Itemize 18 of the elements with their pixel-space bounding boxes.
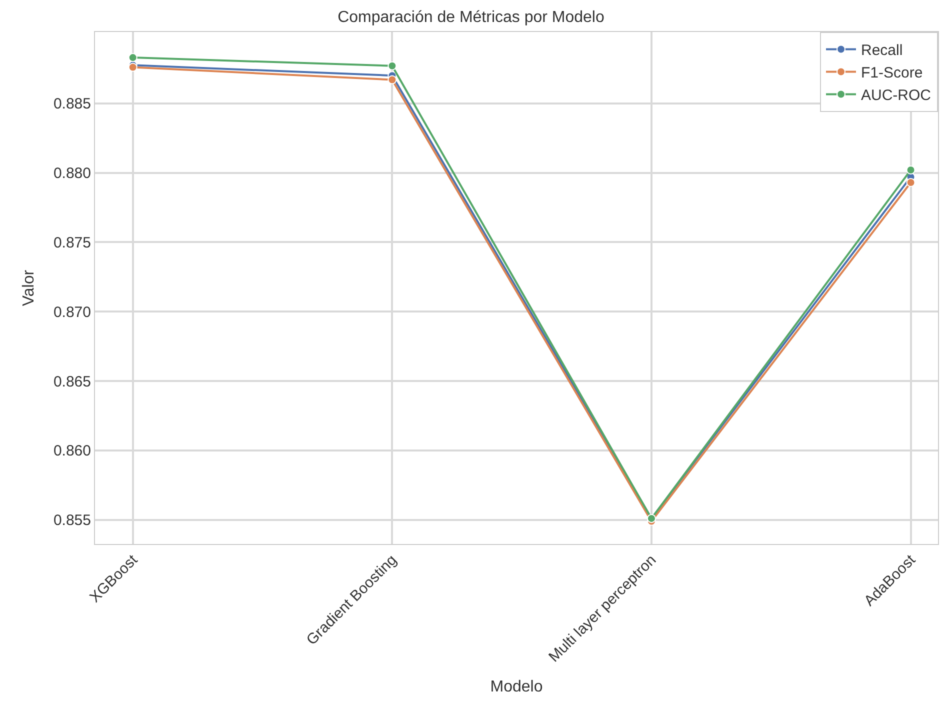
legend-label: AUC-ROC <box>861 87 932 104</box>
point <box>388 75 397 84</box>
y-tick-label: 0.885 <box>53 96 91 113</box>
y-axis-title: Valor <box>20 269 38 306</box>
legend-label: Recall <box>861 42 903 60</box>
y-tick-label: 0.870 <box>53 304 91 321</box>
chart-title: Comparación de Métricas por Modelo <box>338 8 604 26</box>
y-tick-label: 0.860 <box>53 442 91 460</box>
point <box>128 53 138 62</box>
point <box>906 178 916 187</box>
y-tick-label: 0.855 <box>53 512 91 530</box>
y-tick-label: 0.875 <box>53 234 91 252</box>
legend-label: F1-Score <box>861 64 923 82</box>
y-tick-label: 0.880 <box>53 165 91 182</box>
point <box>388 61 397 70</box>
y-tick-label: 0.865 <box>53 373 91 390</box>
x-axis-title: Modelo <box>490 678 543 696</box>
point <box>906 166 916 174</box>
